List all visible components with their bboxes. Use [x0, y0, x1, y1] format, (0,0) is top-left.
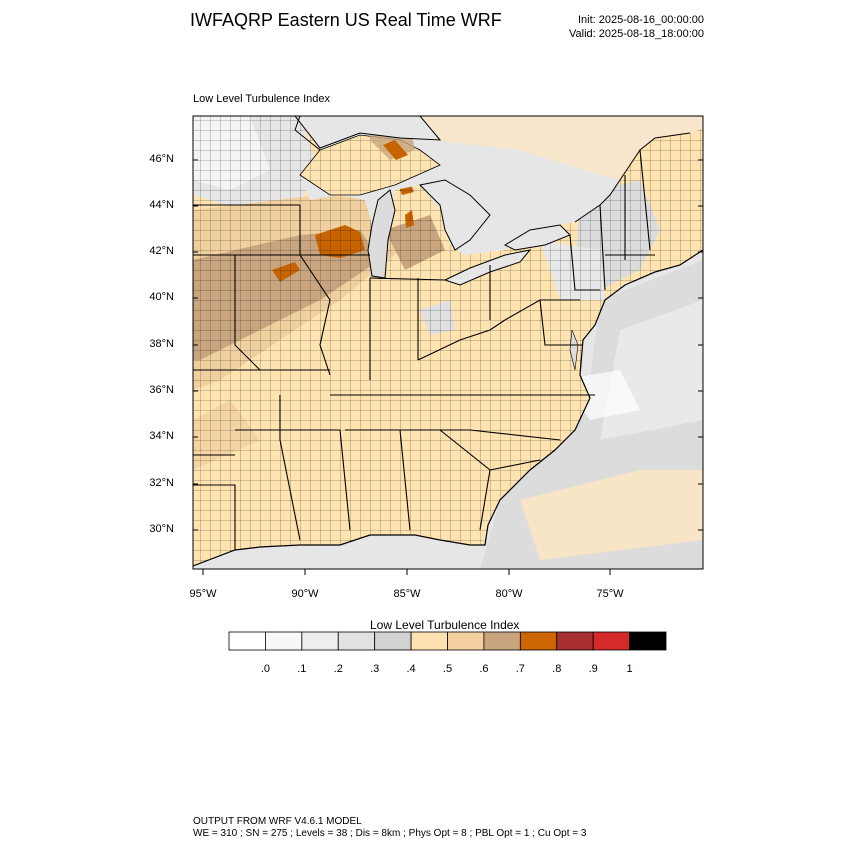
colorbar-label: .7: [515, 663, 525, 675]
colorbar-label: .3: [370, 663, 380, 675]
colorbar-swatch: [228, 631, 266, 651]
colorbar-label: .0: [260, 663, 270, 675]
page-title: IWFAQRP Eastern US Real Time WRF: [190, 10, 502, 30]
footer-model: OUTPUT FROM WRF V4.6.1 MODEL: [193, 816, 362, 827]
lat-label: 34°N: [149, 430, 174, 442]
colorbar-swatch: [374, 631, 412, 651]
colorbar-title: Low Level Turbulence Index: [370, 618, 520, 632]
colorbar-swatch: [519, 631, 558, 651]
lon-label: 80°W: [495, 588, 523, 600]
lat-label: 36°N: [149, 384, 174, 396]
lat-label: 38°N: [149, 338, 174, 350]
colorbar-swatch: [483, 631, 521, 651]
lon-label: 95°W: [189, 588, 217, 600]
time-info: Init: 2025-08-16_00:00:00 Valid: 2025-08…: [569, 13, 704, 41]
colorbar: [228, 631, 667, 651]
colorbar-swatch: [629, 631, 667, 651]
colorbar-swatch: [265, 631, 303, 651]
colorbar-swatch: [301, 631, 339, 651]
colorbar-swatch: [337, 631, 376, 651]
colorbar-label: .4: [406, 663, 416, 675]
colorbar-label: .1: [297, 663, 307, 675]
lon-label: 90°W: [291, 588, 319, 600]
lat-label: 42°N: [149, 245, 174, 257]
init-time: Init: 2025-08-16_00:00:00: [578, 14, 704, 26]
footer-params: WE = 310 ; SN = 275 ; Levels = 38 ; Dis …: [193, 828, 587, 839]
colorbar-label: .2: [333, 663, 343, 675]
colorbar-label: 1: [626, 663, 633, 675]
map-subtitle: Low Level Turbulence Index: [193, 93, 330, 105]
colorbar-label: .9: [588, 663, 598, 675]
valid-time: Valid: 2025-08-18_18:00:00: [569, 28, 704, 40]
colorbar-label: .5: [442, 663, 453, 675]
lat-label: 46°N: [149, 153, 174, 165]
lat-label: 32°N: [149, 477, 174, 489]
colorbar-swatch: [447, 631, 485, 651]
lat-label: 40°N: [149, 291, 174, 303]
lat-label: 44°N: [149, 199, 174, 211]
lon-label: 75°W: [596, 588, 624, 600]
colorbar-label: .6: [479, 663, 489, 675]
colorbar-swatch: [410, 631, 448, 651]
colorbar-swatch: [556, 631, 594, 651]
lat-label: 30°N: [149, 523, 174, 535]
lon-label: 85°W: [393, 588, 421, 600]
colorbar-swatch: [592, 631, 630, 651]
colorbar-label: .8: [552, 663, 562, 675]
